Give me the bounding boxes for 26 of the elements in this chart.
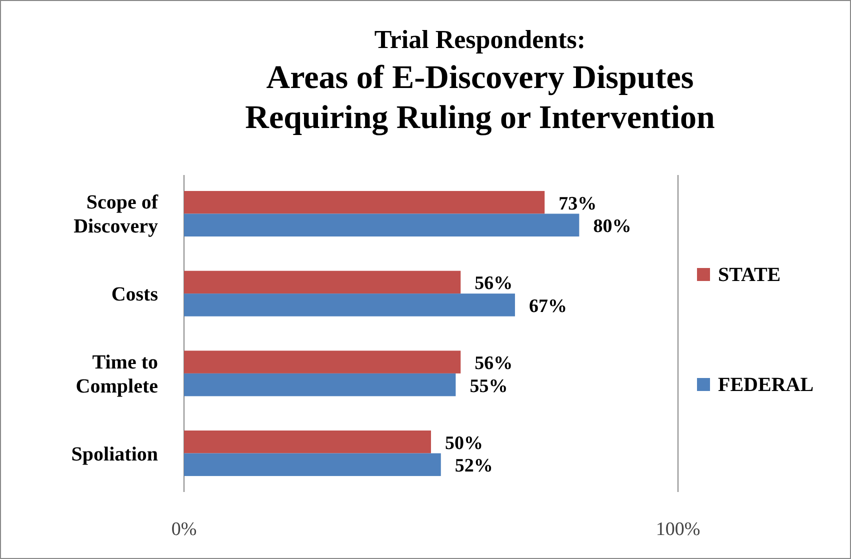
legend-label: FEDERAL [718,374,814,396]
legend-label: STATE [718,264,781,286]
data-label: 80% [593,216,632,238]
bar [184,350,461,374]
bar [184,430,431,454]
y-tick-label: Costs [111,284,158,306]
bar [184,214,580,236]
bar [184,294,515,316]
bar [184,453,441,476]
data-label: 56% [474,273,513,294]
chart-subtitle: Areas of E-Discovery Disputes Requiring Ruling or Intervention [245,60,715,136]
x-tick-label: 0% [171,519,197,540]
bar [184,373,456,396]
y-tick-label: Spoliation [71,443,158,466]
data-label: 50% [445,432,483,454]
y-tick-label: Scope of Discovery [74,192,158,238]
data-label: 56% [474,353,513,374]
chart-title: Trial Respondents: [374,25,586,54]
data-label: 73% [558,193,597,214]
x-tick-label: 100% [656,519,700,540]
data-label: 55% [470,376,508,397]
bar [184,270,461,294]
bar [184,190,545,214]
data-label: 52% [454,456,493,477]
y-tick-label: Time to Complete [76,351,158,398]
data-label: 67% [528,296,567,317]
